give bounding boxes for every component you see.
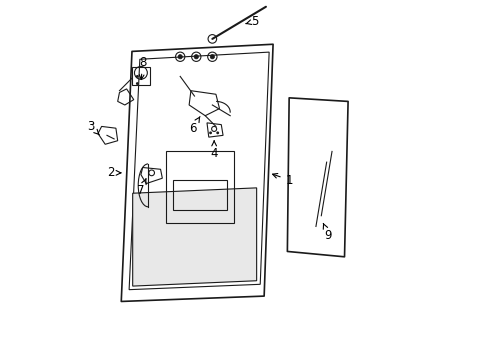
Text: 8: 8 — [139, 55, 146, 80]
Circle shape — [216, 131, 219, 134]
Circle shape — [136, 82, 139, 85]
Text: 7: 7 — [137, 179, 146, 197]
Circle shape — [194, 55, 198, 59]
Circle shape — [178, 55, 182, 59]
Circle shape — [210, 55, 214, 59]
Circle shape — [136, 75, 139, 78]
Text: 4: 4 — [210, 141, 218, 160]
Polygon shape — [132, 188, 256, 286]
Text: 1: 1 — [272, 174, 292, 186]
Text: 3: 3 — [87, 120, 99, 135]
Circle shape — [209, 131, 212, 134]
Text: 6: 6 — [188, 117, 200, 135]
Text: 9: 9 — [323, 224, 331, 242]
Text: 2: 2 — [106, 166, 121, 179]
Text: 5: 5 — [245, 14, 258, 27]
